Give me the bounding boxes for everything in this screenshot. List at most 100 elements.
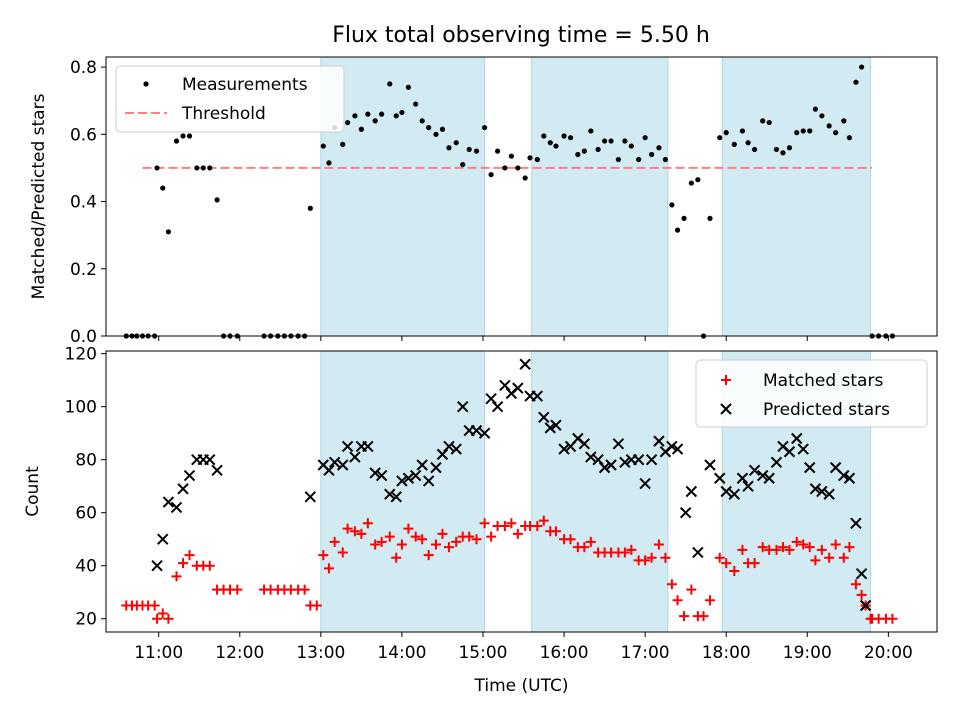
measurement-point [833,130,839,136]
measurement-point [186,133,193,139]
legend-box [695,359,928,428]
measurement-point [780,150,786,156]
predicted-point [605,459,617,471]
measurement-point [473,148,480,154]
predicted-point [470,424,483,437]
predicted-point [645,453,658,466]
measurement-point [662,156,669,163]
matched-point [844,542,855,553]
predicted-point [443,440,455,453]
matched-point [423,550,434,561]
predicted-point [531,390,544,402]
matched-point [323,563,334,574]
y-tick-label: 0.0 [70,327,97,347]
matched-point [550,526,561,537]
measurement-point [413,101,419,107]
predicted-point [653,435,665,447]
measurement-point [615,156,621,163]
predicted-point [450,443,462,455]
predicted-point [422,475,435,487]
legend-label: Predicted stars [763,400,890,420]
matched-point [887,613,898,624]
predicted-point [728,488,741,500]
matched-point [816,544,827,555]
measurement-point [766,119,772,126]
predicted-point [396,475,408,487]
chart-title: Flux total observing time = 5.50 h [332,23,710,48]
y-tick-label: 100 [65,398,97,418]
predicted-point [558,443,570,455]
measurement-point [160,185,166,191]
matched-point [443,542,454,553]
measurement-point [859,64,865,70]
predicted-point [838,469,850,482]
predicted-point [485,393,497,405]
matched-point [163,613,174,624]
matched-point [204,560,215,571]
predicted-point [349,451,361,463]
matched-point [486,531,497,542]
matched-point [318,550,329,561]
legend: Measurements Threshold [115,65,345,133]
predicted-point [491,400,504,413]
top-panel: 0.0 0.2 0.4 0.6 0.8 Matched/Predicted stars Me… [29,56,938,347]
matched-point [506,518,517,529]
predicted-point [598,461,611,474]
measurement-point [688,180,694,186]
matched-point [698,611,709,622]
measurement-point [358,126,364,132]
measurement-point [194,165,200,171]
predicted-point [748,464,761,476]
matched-point [824,552,835,563]
measurement-point [515,165,521,171]
matched-point [464,531,475,542]
predicted-point [816,485,828,498]
predicted-point [162,496,175,508]
x-tick-label: 15:00 [458,643,507,663]
matched-point [646,552,657,563]
predicted-point [714,472,726,484]
matched-point [804,542,815,553]
matched-point [499,520,510,531]
matched-point [798,539,809,550]
predicted-point [151,560,163,572]
measurement-point [207,165,213,171]
matched-point [178,558,189,569]
predicted-point [436,448,449,461]
predicted-point [170,501,183,514]
measurement-point [494,148,501,154]
measurement-point [819,113,825,119]
measurement-point [588,128,594,134]
predicted-point [843,472,856,484]
measurement-point [154,165,160,171]
measurement-point [426,124,432,131]
measurement-point [794,130,800,136]
predicted-point [519,358,531,370]
matched-point [356,528,367,539]
matched-point [370,539,381,550]
measurement-point [379,111,385,117]
legend-predicted-marker [720,403,732,415]
matched-point [299,584,310,595]
predicted-point [550,419,562,431]
measurement-point [595,146,601,153]
predicted-point [544,422,556,434]
measurement-point [439,126,446,132]
predicted-point [592,453,604,466]
matched-point [391,552,402,563]
measurement-point [433,131,439,137]
bottom-panel: 20 40 60 80 100 120 11:00 12:00 13:00 14:00 15:00 1… [23,345,938,696]
matched-point [640,555,651,566]
predicted-point [390,491,402,503]
predicted-point [430,461,442,474]
y-tick-label: 60 [75,504,97,524]
measurement-point [649,151,655,158]
matched-point [686,584,697,595]
predicted-point [337,459,349,471]
matched-point [362,518,373,529]
matched-point [579,542,590,553]
matched-point [471,534,482,545]
y-tick-label: 20 [75,610,97,630]
x-tick-label: 19:00 [783,643,832,663]
predicted-point [369,467,381,479]
